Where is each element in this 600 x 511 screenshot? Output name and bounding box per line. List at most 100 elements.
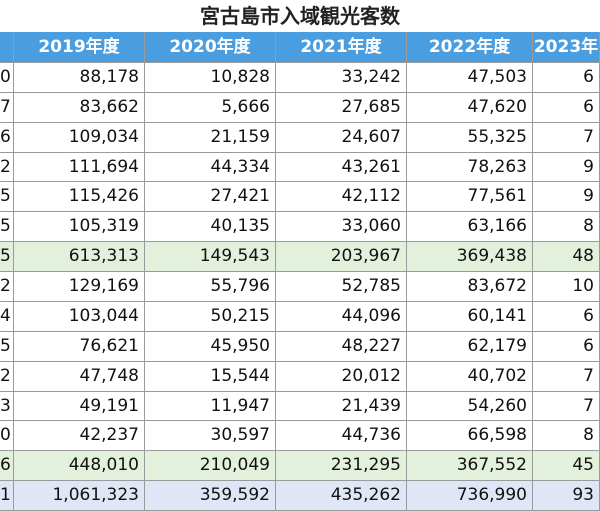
cell: 62,179 [407,331,533,361]
cell: 435,262 [276,481,407,510]
cell: 369,438 [407,242,533,272]
cell: 231,295 [276,451,407,481]
cell: 33,060 [276,212,407,242]
cell: 77,561 [407,182,533,212]
cell: 42,112 [276,182,407,212]
data-row: 0 42,237 30,597 44,736 66,598 8 [0,421,600,452]
cell: 27,421 [145,182,276,212]
cell: 6 [533,92,600,122]
data-row: 2 111,694 44,334 43,261 78,263 9 [0,152,600,183]
cell: 2023年 [533,32,600,62]
cell: 7 [533,391,600,421]
cell: 47,748 [14,361,145,391]
cell: 3 [0,391,14,421]
data-row: 6 109,034 21,159 24,607 55,325 7 [0,122,600,153]
cell: 50,215 [145,301,276,331]
data-row: 6 448,010 210,049 231,295 367,552 45 [0,451,600,482]
cell: 55,796 [145,272,276,301]
cell: 6 [0,122,14,152]
sheet-title: 宮古島市入域観光客数 [200,4,400,28]
cell: 8 [533,212,600,242]
cell: 11,947 [145,391,276,421]
cell: 5,666 [145,92,276,122]
cell: 5 [0,182,14,212]
cell: 63,166 [407,212,533,242]
cell: 83,672 [407,272,533,301]
cell: 9 [533,152,600,182]
cell: 210,049 [145,451,276,481]
cell: 0 [0,421,14,451]
cell: 7 [0,92,14,122]
cell: 10,828 [145,63,276,92]
cell: 4 [0,301,14,331]
cell: 45,950 [145,331,276,361]
cell: 47,620 [407,92,533,122]
cell: 15,544 [145,361,276,391]
cell: 6 [533,63,600,92]
cell: 20,012 [276,361,407,391]
cell: 83,662 [14,92,145,122]
cell: 9 [533,182,600,212]
cell [0,32,14,62]
cell: 45 [533,451,600,481]
cell: 49,191 [14,391,145,421]
cell: 44,334 [145,152,276,182]
cell: 52,785 [276,272,407,301]
data-row: 7 83,662 5,666 27,685 47,620 6 [0,92,600,123]
cell: 6 [533,301,600,331]
cell: 40,702 [407,361,533,391]
cell: 5 [0,242,14,272]
cell: 7 [533,122,600,152]
cell: 2 [0,152,14,182]
cell: 367,552 [407,451,533,481]
cell: 6 [533,331,600,361]
cell: 1,061,323 [14,481,145,510]
cell: 2021年度 [276,32,407,62]
cell: 8 [533,421,600,451]
cell: 2022年度 [407,32,533,62]
cell: 115,426 [14,182,145,212]
spreadsheet: 2019年度 2020年度 2021年度 2022年度 2023年 0 88,178 10,8… [0,32,600,511]
header-row: 2019年度 2020年度 2021年度 2022年度 2023年 [0,32,600,63]
cell: 44,096 [276,301,407,331]
cell: 736,990 [407,481,533,510]
cell: 5 [0,331,14,361]
cell: 129,169 [14,272,145,301]
cell: 103,044 [14,301,145,331]
cell: 47,503 [407,63,533,92]
cell: 149,543 [145,242,276,272]
cell: 40,135 [145,212,276,242]
cell: 24,607 [276,122,407,152]
cell: 30,597 [145,421,276,451]
cell: 2 [0,272,14,301]
data-row: 5 76,621 45,950 48,227 62,179 6 [0,331,600,362]
cell: 42,237 [14,421,145,451]
cell: 54,260 [407,391,533,421]
cell: 21,159 [145,122,276,152]
cell: 203,967 [276,242,407,272]
cell: 10 [533,272,600,301]
cell: 0 [0,63,14,92]
cell: 33,242 [276,63,407,92]
data-row: 4 103,044 50,215 44,096 60,141 6 [0,301,600,332]
cell: 2020年度 [145,32,276,62]
data-row: 5 613,313 149,543 203,967 369,438 48 [0,242,600,273]
data-row: 5 105,319 40,135 33,060 63,166 8 [0,212,600,243]
data-row: 5 115,426 27,421 42,112 77,561 9 [0,182,600,213]
cell: 2019年度 [14,32,145,62]
cell: 55,325 [407,122,533,152]
data-row: 0 88,178 10,828 33,242 47,503 6 [0,63,600,93]
data-row: 3 49,191 11,947 21,439 54,260 7 [0,391,600,422]
cell: 78,263 [407,152,533,182]
cell: 88,178 [14,63,145,92]
data-row: 2 129,169 55,796 52,785 83,672 10 [0,272,600,302]
cell: 2 [0,361,14,391]
cell: 359,592 [145,481,276,510]
data-row: 1 1,061,323 359,592 435,262 736,990 93 [0,481,600,511]
cell: 448,010 [14,451,145,481]
cell: 76,621 [14,331,145,361]
cell: 44,736 [276,421,407,451]
cell: 27,685 [276,92,407,122]
cell: 1 [0,481,14,510]
data-row: 2 47,748 15,544 20,012 40,702 7 [0,361,600,392]
